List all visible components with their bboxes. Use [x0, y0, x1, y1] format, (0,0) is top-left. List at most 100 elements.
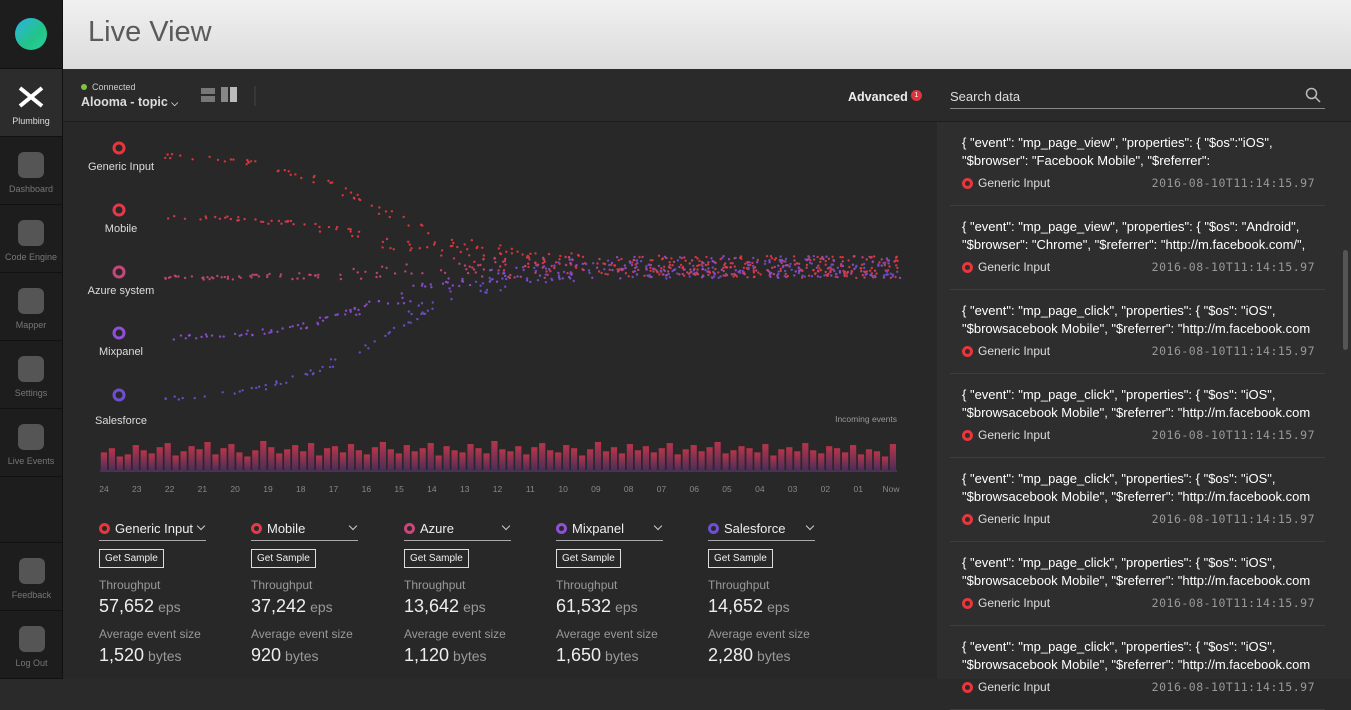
throughput-unit: eps	[310, 599, 333, 615]
event-dot	[463, 243, 466, 246]
event-bar	[834, 448, 841, 471]
event-item[interactable]: { "event": "mp_page_view", "properties":…	[950, 122, 1325, 206]
card-select[interactable]: Azure	[404, 517, 511, 541]
nav-icon	[18, 626, 45, 652]
event-dot	[177, 398, 180, 401]
event-dot	[558, 277, 561, 281]
event-bar	[324, 448, 331, 471]
scrollbar[interactable]	[1343, 250, 1348, 350]
source-card: Mobile Get Sample Throughput 37,242 eps Avera…	[251, 517, 358, 666]
event-dot	[567, 275, 571, 279]
event-dot	[375, 275, 378, 279]
event-dot	[780, 258, 784, 262]
event-bar	[754, 452, 761, 471]
event-meta: Generic Input 2016-08-10T11:14:15.97	[950, 344, 1325, 358]
get-sample-button[interactable]: Get Sample	[556, 549, 621, 568]
card-select[interactable]: Mixpanel	[556, 517, 663, 541]
event-item[interactable]: { "event": "mp_page_view", "properties":…	[950, 206, 1325, 290]
flow-chart: Incoming events Generic Input Mobile Azure…	[88, 141, 902, 494]
nav-icon	[18, 558, 45, 584]
get-sample-button[interactable]: Get Sample	[708, 549, 773, 568]
nav-item[interactable]: Plumbing	[0, 69, 62, 137]
nav-item[interactable]: Feedback	[0, 543, 63, 611]
nav-item[interactable]: Settings	[0, 341, 62, 409]
event-bar	[459, 452, 466, 471]
event-dot	[254, 218, 257, 221]
event-dot	[335, 225, 339, 229]
get-sample-button[interactable]: Get Sample	[251, 549, 316, 568]
event-dot	[479, 263, 482, 267]
event-bar	[602, 451, 610, 471]
source-node[interactable]	[112, 141, 126, 155]
event-bar	[212, 454, 219, 471]
event-dot	[472, 268, 476, 271]
event-dot	[630, 263, 634, 267]
nav-item[interactable]: Code Engine	[0, 205, 62, 273]
event-dot	[258, 385, 261, 388]
layout-toggle[interactable]	[201, 86, 261, 106]
event-bar	[331, 446, 339, 471]
size-unit: bytes	[605, 648, 639, 664]
event-dot	[206, 276, 209, 279]
event-dot	[223, 275, 226, 279]
event-dot	[672, 260, 676, 264]
size-value: 1,120	[404, 645, 450, 665]
timeline-label: 06	[690, 484, 700, 494]
event-dot	[805, 266, 808, 269]
event-dot	[861, 256, 864, 259]
advanced[interactable]: Advanced	[848, 90, 908, 104]
event-dot	[503, 272, 506, 275]
event-dot	[783, 269, 787, 273]
event-dot	[641, 255, 644, 259]
source-node[interactable]	[112, 326, 126, 340]
event-item[interactable]: { "event": "mp_page_click", "properties"…	[950, 290, 1325, 374]
source-node[interactable]	[112, 265, 126, 279]
search[interactable]: Search data	[950, 87, 1325, 109]
event-dot	[264, 383, 267, 387]
event-dot	[588, 271, 591, 275]
get-sample-button[interactable]: Get Sample	[99, 549, 164, 568]
event-dot	[663, 255, 667, 258]
event-item[interactable]: { "event": "mp_page_click", "properties"…	[950, 458, 1325, 542]
event-dot	[674, 268, 677, 271]
event-dot	[571, 258, 574, 261]
topic-select[interactable]: Alooma - topic ⌵	[81, 95, 178, 109]
event-dot	[439, 269, 443, 272]
nav-item[interactable]: Log Out	[0, 611, 63, 679]
event-dot	[409, 321, 412, 324]
card-select[interactable]: Mobile	[251, 517, 358, 541]
logo[interactable]	[0, 0, 62, 69]
event-bar	[252, 450, 259, 471]
card-select[interactable]: Generic Input	[99, 517, 206, 541]
event-item[interactable]: { "event": "mp_page_click", "properties"…	[950, 626, 1325, 710]
event-dot	[356, 271, 359, 274]
source-node[interactable]	[112, 203, 126, 217]
event-bar	[794, 451, 801, 471]
size-unit: bytes	[148, 648, 182, 664]
event-dot	[433, 241, 437, 244]
event-dot	[339, 273, 342, 276]
event-dot	[431, 307, 434, 310]
event-dot	[291, 325, 294, 328]
event-dot	[671, 269, 674, 273]
nav-item[interactable]: Dashboard	[0, 137, 62, 205]
event-dot	[461, 277, 464, 281]
nav-item[interactable]: Live Events	[0, 409, 62, 477]
event-ring	[962, 681, 973, 693]
event-dot	[572, 279, 575, 283]
event-dot	[807, 274, 811, 277]
throughput-label: Throughput	[556, 578, 618, 592]
event-dot	[679, 263, 683, 267]
event-item[interactable]: { "event": "mp_page_click", "properties"…	[950, 374, 1325, 458]
event-dot	[757, 271, 760, 274]
timeline-label: 10	[558, 484, 568, 494]
event-dot	[885, 257, 889, 260]
get-sample-button[interactable]: Get Sample	[404, 549, 469, 568]
event-dot	[874, 275, 877, 279]
event-dot	[384, 334, 387, 338]
event-item[interactable]: { "event": "mp_page_click", "properties"…	[950, 542, 1325, 626]
event-dot	[676, 259, 680, 262]
nav-item[interactable]: Mapper	[0, 273, 62, 341]
card-select[interactable]: Salesforce	[708, 517, 815, 541]
source-node[interactable]	[112, 388, 126, 402]
